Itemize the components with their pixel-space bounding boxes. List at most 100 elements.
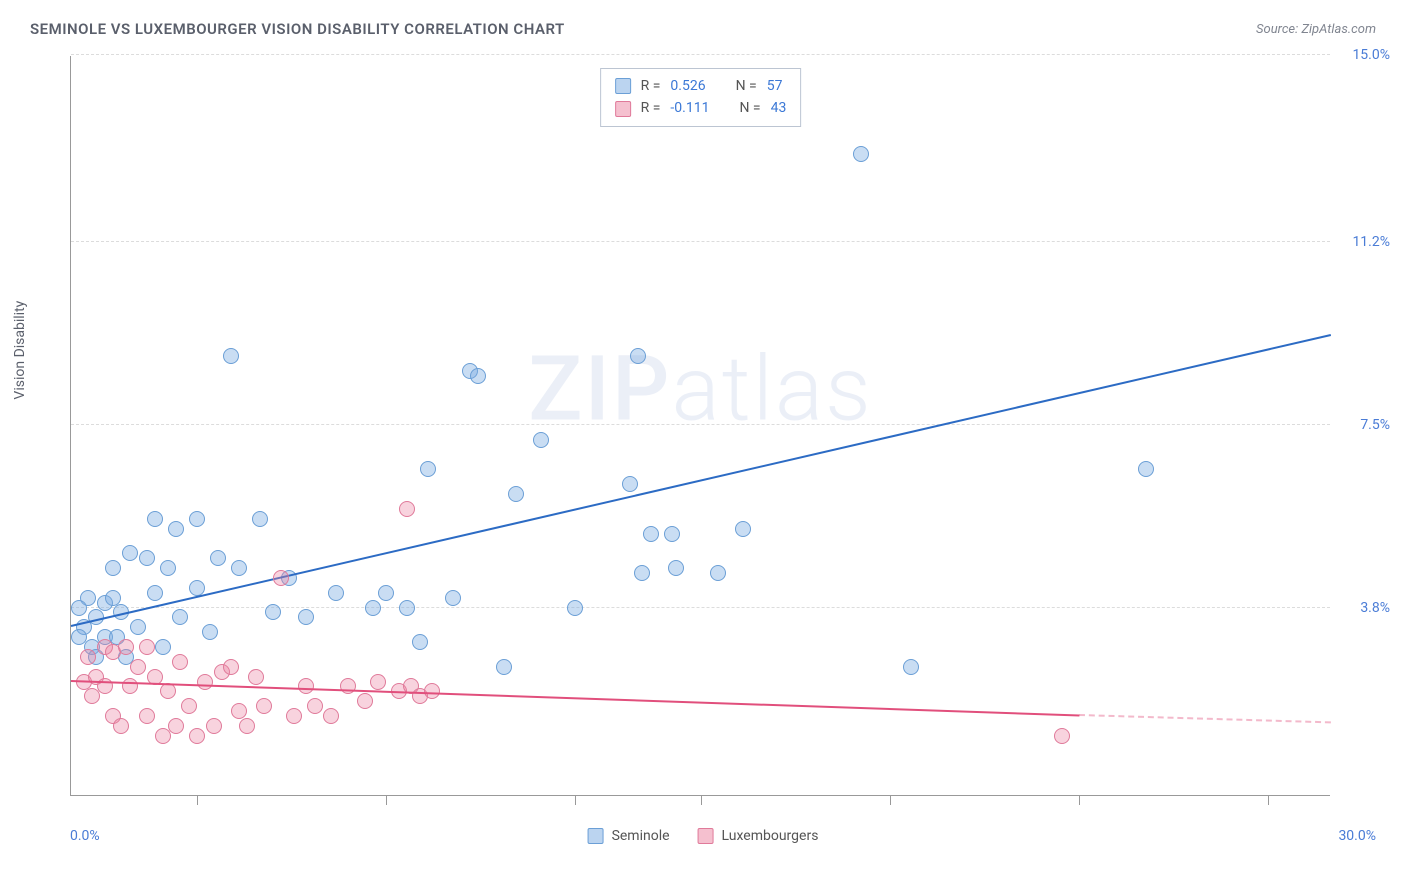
scatter-point: [256, 698, 272, 714]
x-tick-mark: [1079, 795, 1080, 805]
scatter-point: [298, 609, 314, 625]
scatter-point: [412, 634, 428, 650]
legend-item-seminole: Seminole: [588, 828, 670, 844]
scatter-point: [239, 718, 255, 734]
scatter-point: [420, 461, 436, 477]
legend-label: Seminole: [612, 828, 670, 844]
gridline: [71, 424, 1330, 425]
chart-title: SEMINOLE VS LUXEMBOURGER VISION DISABILI…: [30, 20, 565, 38]
scatter-point: [139, 550, 155, 566]
scatter-point: [340, 678, 356, 694]
scatter-point: [470, 368, 486, 384]
scatter-point: [903, 659, 919, 675]
watermark: ZIPatlas: [528, 336, 873, 441]
x-tick-mark: [1268, 795, 1269, 805]
swatch-blue-icon: [588, 828, 604, 844]
x-tick-mark: [890, 795, 891, 805]
scatter-point: [273, 570, 289, 586]
scatter-point: [147, 511, 163, 527]
scatter-point: [668, 560, 684, 576]
scatter-point: [223, 659, 239, 675]
scatter-point: [168, 521, 184, 537]
r-value-seminole: 0.526: [670, 75, 705, 97]
scatter-point: [80, 649, 96, 665]
scatter-point: [567, 600, 583, 616]
scatter-point: [197, 674, 213, 690]
trend-line: [1079, 714, 1331, 723]
y-tick-label: 3.8%: [1360, 600, 1390, 616]
scatter-point: [210, 550, 226, 566]
y-tick-label: 7.5%: [1360, 417, 1390, 433]
scatter-point: [634, 565, 650, 581]
legend-label: Luxembourgers: [722, 828, 819, 844]
scatter-point: [323, 708, 339, 724]
scatter-point: [168, 718, 184, 734]
x-tick-mark: [575, 795, 576, 805]
trend-line: [71, 334, 1331, 627]
scatter-point: [160, 683, 176, 699]
r-value-luxembourgers: -0.111: [670, 97, 709, 119]
source-prefix: Source:: [1256, 22, 1301, 37]
scatter-point: [370, 674, 386, 690]
scatter-point: [113, 718, 129, 734]
legend-item-luxembourgers: Luxembourgers: [698, 828, 819, 844]
scatter-point: [160, 560, 176, 576]
plot: ZIPatlas R = 0.526 N = 57 R = -0.111 N =…: [70, 56, 1330, 796]
n-value-seminole: 57: [767, 75, 783, 97]
scatter-point: [357, 693, 373, 709]
swatch-pink-icon: [615, 101, 631, 117]
scatter-point: [399, 600, 415, 616]
scatter-point: [71, 629, 87, 645]
header: SEMINOLE VS LUXEMBOURGER VISION DISABILI…: [30, 20, 1376, 38]
gridline: [71, 54, 1330, 55]
trend-line: [71, 680, 1079, 717]
scatter-point: [1138, 461, 1154, 477]
x-tick-mark: [197, 795, 198, 805]
scatter-point: [105, 560, 121, 576]
scatter-point: [328, 585, 344, 601]
scatter-point: [71, 600, 87, 616]
scatter-point: [496, 659, 512, 675]
scatter-point: [643, 526, 659, 542]
swatch-blue-icon: [615, 78, 631, 94]
x-tick-mark: [386, 795, 387, 805]
n-label: N =: [736, 75, 757, 97]
x-tick-mark: [701, 795, 702, 805]
n-value-luxembourgers: 43: [771, 97, 787, 119]
scatter-point: [105, 590, 121, 606]
scatter-point: [223, 348, 239, 364]
scatter-point: [122, 545, 138, 561]
scatter-point: [181, 698, 197, 714]
scatter-point: [130, 619, 146, 635]
scatter-point: [206, 718, 222, 734]
scatter-point: [735, 521, 751, 537]
scatter-point: [710, 565, 726, 581]
y-tick-label: 15.0%: [1352, 47, 1390, 63]
scatter-point: [630, 348, 646, 364]
scatter-point: [298, 678, 314, 694]
x-max-label: 30.0%: [1338, 828, 1376, 844]
source-link[interactable]: ZipAtlas.com: [1301, 22, 1376, 37]
scatter-point: [172, 609, 188, 625]
scatter-point: [189, 728, 205, 744]
scatter-point: [139, 639, 155, 655]
rn-row-seminole: R = 0.526 N = 57: [615, 75, 787, 97]
scatter-point: [118, 639, 134, 655]
scatter-point: [378, 585, 394, 601]
scatter-point: [1054, 728, 1070, 744]
scatter-point: [399, 501, 415, 517]
y-axis-label: Vision Disability: [12, 301, 28, 400]
scatter-point: [155, 639, 171, 655]
scatter-point: [533, 432, 549, 448]
scatter-point: [307, 698, 323, 714]
scatter-point: [147, 585, 163, 601]
y-tick-label: 11.2%: [1352, 234, 1390, 250]
n-label: N =: [739, 97, 760, 119]
scatter-point: [172, 654, 188, 670]
gridline: [71, 607, 1330, 608]
scatter-point: [445, 590, 461, 606]
scatter-point: [853, 146, 869, 162]
r-label: R =: [641, 97, 661, 119]
scatter-point: [130, 659, 146, 675]
bottom-legend: Seminole Luxembourgers: [588, 828, 819, 844]
